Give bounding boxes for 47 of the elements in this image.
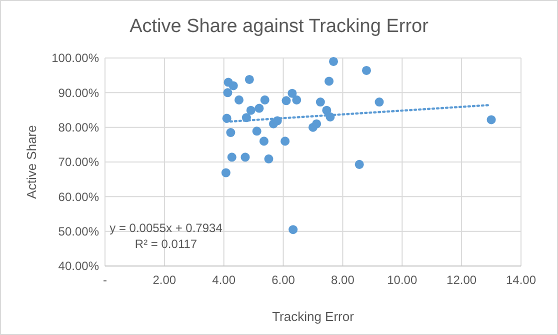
- point: [234, 95, 244, 104]
- point: [240, 152, 250, 162]
- x-tick-label: 10.00: [387, 273, 418, 287]
- point: [282, 96, 291, 106]
- point: [280, 136, 290, 146]
- point: [221, 168, 230, 178]
- y-tick-label: 40.00%: [58, 259, 100, 274]
- y-tick-label: 50.00%: [58, 224, 100, 239]
- y-tick-label: 100.00%: [52, 51, 100, 66]
- point: [254, 104, 264, 113]
- x-tick-label: -: [103, 273, 107, 287]
- point: [354, 160, 364, 169]
- point: [324, 76, 334, 86]
- point: [374, 98, 384, 107]
- point: [228, 81, 238, 90]
- x-tick-label: 6.00: [272, 273, 296, 287]
- point: [288, 225, 298, 234]
- x-tick-label: 2.00: [152, 273, 176, 287]
- point: [316, 98, 325, 107]
- annotation: y = 0.0055x + 0.7934: [110, 221, 223, 235]
- x-tick-label: 4.00: [212, 273, 236, 287]
- y-tick-label: 80.00%: [58, 120, 100, 135]
- point: [486, 115, 496, 124]
- point: [226, 128, 236, 138]
- x-tick-label: 8.00: [331, 273, 355, 287]
- x-axis-title: Tracking Error: [272, 309, 355, 324]
- y-tick-label: 60.00%: [58, 190, 100, 204]
- point: [259, 136, 268, 146]
- point: [292, 95, 302, 104]
- point: [223, 88, 232, 98]
- point: [260, 95, 270, 104]
- point: [244, 74, 254, 84]
- point: [288, 88, 297, 98]
- x-tick-label: 12.00: [446, 273, 477, 287]
- point: [362, 66, 371, 75]
- y-axis-title: Active Share: [24, 125, 39, 199]
- point: [312, 119, 322, 128]
- point: [328, 56, 338, 66]
- point: [246, 106, 256, 115]
- point: [252, 126, 262, 136]
- annotation: R² = 0.0117: [134, 237, 198, 251]
- x-tick-label: 14.00: [506, 273, 536, 287]
- point: [264, 154, 274, 164]
- point: [227, 152, 236, 162]
- y-tick-label: 90.00%: [58, 86, 100, 100]
- y-tick-label: 70.00%: [58, 155, 100, 170]
- chart-title: Active Share against Tracking Error: [130, 16, 430, 37]
